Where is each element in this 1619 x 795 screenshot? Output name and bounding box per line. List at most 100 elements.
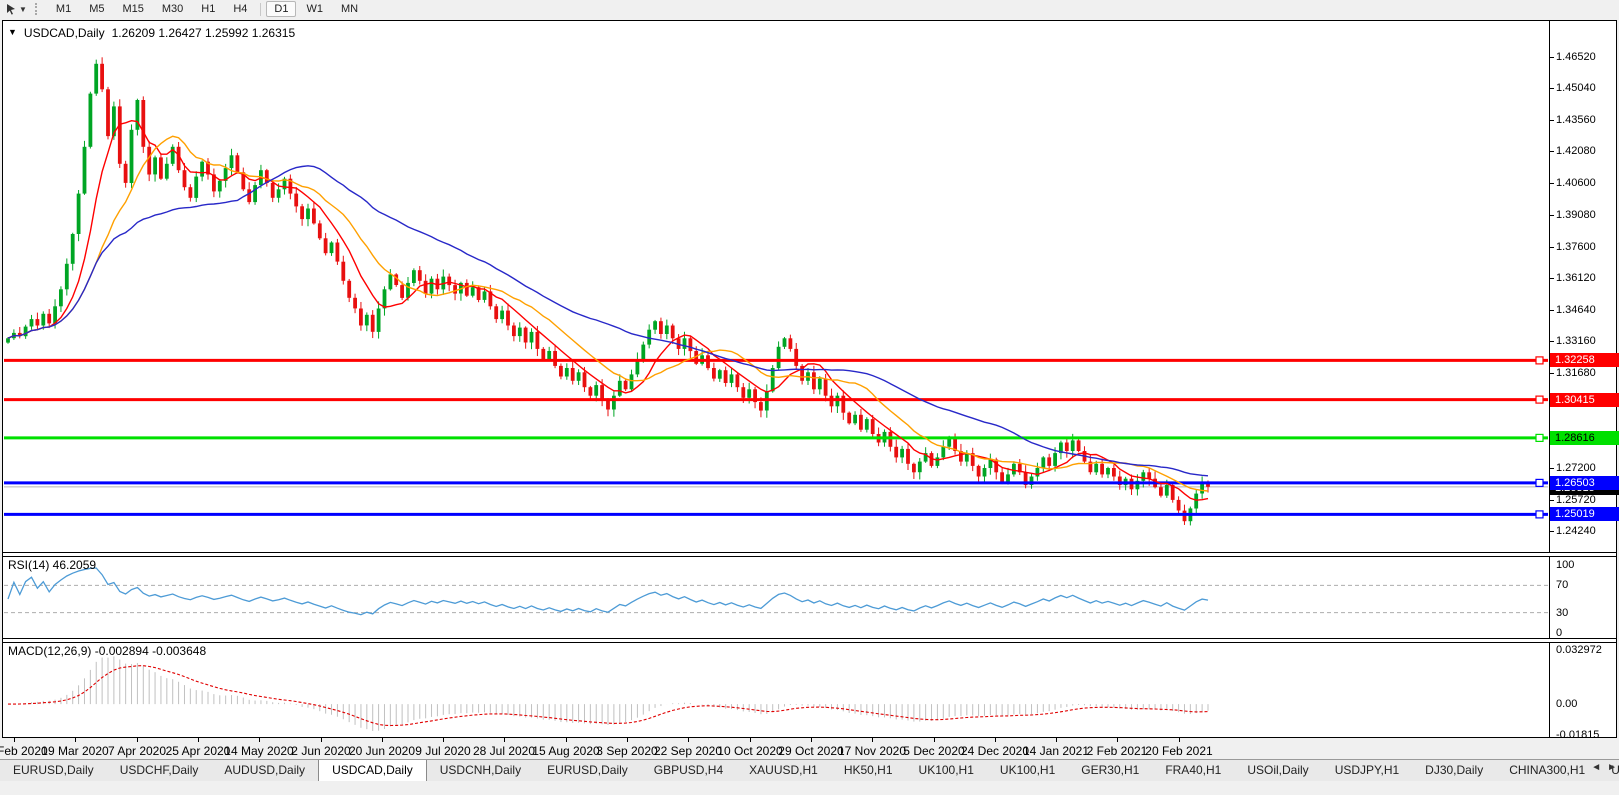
price-tick-mark	[1550, 468, 1554, 469]
candle	[241, 172, 246, 190]
chevron-down-icon[interactable]: ▼	[19, 4, 27, 14]
chart-tab[interactable]: USDCAD,Daily	[318, 760, 427, 781]
candle	[782, 338, 787, 347]
chart-tab[interactable]: FRA40,H1	[1165, 763, 1222, 777]
candle	[864, 419, 869, 430]
chart-tab[interactable]: USDCHF,Daily	[119, 763, 199, 777]
chart-tab[interactable]: USOil,Daily	[1247, 763, 1309, 777]
tab-scroll-left-icon[interactable]: ◄	[1591, 762, 1602, 773]
chart-tab[interactable]: USDCNH,Daily	[439, 763, 522, 777]
chart-tab[interactable]: GBPUSD,H4	[653, 763, 724, 777]
candle	[776, 346, 781, 369]
candle	[17, 332, 22, 337]
chart-tab[interactable]: UK100,H1	[918, 763, 974, 777]
candle	[500, 310, 504, 320]
candle	[753, 389, 757, 403]
timeframe-button-mn[interactable]: MN	[340, 3, 359, 15]
date-tick-mark	[504, 738, 505, 742]
price-tick-mark	[1550, 373, 1554, 374]
candle	[1041, 457, 1046, 468]
chart-cursor-icon[interactable]	[4, 2, 18, 16]
date-tick-mark	[811, 738, 812, 742]
price-tick-mark	[1550, 57, 1554, 58]
candle	[117, 106, 122, 164]
date-tick-mark	[1056, 738, 1057, 742]
candle	[47, 313, 52, 324]
candle	[559, 365, 563, 377]
collapse-arrow-icon[interactable]: ▼	[8, 27, 17, 37]
date-tick-mark	[14, 738, 15, 742]
chart-tab[interactable]: CHINA300,H1	[1509, 763, 1586, 777]
date-tick-label: 2 Feb 2021	[1086, 744, 1148, 758]
date-tick-mark	[259, 738, 260, 742]
candle	[847, 412, 852, 424]
date-tick-label: 14 May 2020	[224, 744, 294, 758]
candle	[312, 208, 316, 224]
candle	[1017, 463, 1022, 473]
candle	[253, 185, 257, 203]
candle	[788, 338, 793, 349]
rsi-pane[interactable]	[3, 556, 1549, 638]
date-tick-mark	[750, 738, 751, 742]
date-tick-label: 5 Dec 2020	[903, 744, 965, 758]
candle	[159, 157, 163, 179]
candle	[1006, 474, 1010, 483]
candle	[106, 89, 110, 137]
hline-handle[interactable]	[1535, 478, 1544, 487]
hline-handle[interactable]	[1535, 510, 1544, 519]
timeframe-button-m1[interactable]: M1	[55, 3, 72, 15]
candle	[623, 380, 628, 390]
candle	[235, 155, 240, 173]
candle	[1035, 468, 1040, 477]
candle	[541, 348, 546, 360]
chart-tab[interactable]: USOil,	[1598, 760, 1619, 781]
timeframe-button-m30[interactable]: M30	[161, 3, 184, 15]
timeframe-button-d1[interactable]: D1	[266, 1, 297, 17]
main-price-pane[interactable]	[3, 21, 1549, 552]
chart-tab[interactable]: DJ30,Daily	[1425, 763, 1484, 777]
timeframe-button-m5[interactable]: M5	[89, 3, 105, 15]
timeframe-button-w1[interactable]: W1	[306, 3, 323, 15]
hline-handle[interactable]	[1535, 356, 1544, 365]
pane-splitter-macd[interactable]	[3, 638, 1616, 643]
macd-pane[interactable]	[3, 642, 1549, 737]
pane-splitter-rsi[interactable]	[3, 552, 1616, 557]
candle	[1029, 476, 1034, 485]
candle	[688, 338, 693, 352]
macd-level-label: 0.032972	[1556, 644, 1602, 656]
indicator-line	[7, 567, 1209, 616]
chart-tab[interactable]: XAUUSD,H1	[749, 763, 818, 777]
chart-tab[interactable]: UK100,H1	[999, 763, 1056, 777]
candle	[900, 448, 904, 458]
chart-tab[interactable]: GER30,H1	[1081, 763, 1140, 777]
hline-handle[interactable]	[1535, 433, 1544, 442]
tab-scroll-right-icon[interactable]: ►	[1607, 762, 1617, 773]
timeframe-button-h4[interactable]: H4	[233, 3, 248, 15]
candle	[917, 461, 922, 473]
candle	[1176, 499, 1181, 511]
hline-handle[interactable]	[1535, 395, 1544, 404]
chart-tab[interactable]: EURUSD,Daily	[13, 763, 94, 777]
chart-tab[interactable]: AUDUSD,Daily	[224, 763, 306, 777]
candle	[382, 289, 387, 309]
candle	[170, 146, 175, 164]
candle	[94, 63, 99, 94]
chart-tab[interactable]: HK50,H1	[843, 763, 893, 777]
indicator-line	[8, 665, 1209, 727]
candle	[264, 170, 269, 183]
candle	[735, 374, 740, 388]
timeframe-button-m15[interactable]: M15	[122, 3, 144, 15]
candle	[141, 100, 146, 147]
timeframe-button-h1[interactable]: H1	[201, 3, 216, 15]
candle	[1070, 440, 1075, 451]
chart-tab[interactable]: USDJPY,H1	[1334, 763, 1400, 777]
candle	[976, 465, 981, 477]
candle	[41, 313, 46, 326]
toolbar-grip[interactable]	[34, 3, 42, 15]
chart-tab[interactable]: EURUSD,Daily	[547, 763, 628, 777]
candle	[912, 463, 916, 473]
candle	[564, 368, 569, 377]
candle	[906, 448, 910, 464]
date-tick-mark	[688, 738, 689, 742]
price-tick-mark	[1550, 247, 1554, 248]
